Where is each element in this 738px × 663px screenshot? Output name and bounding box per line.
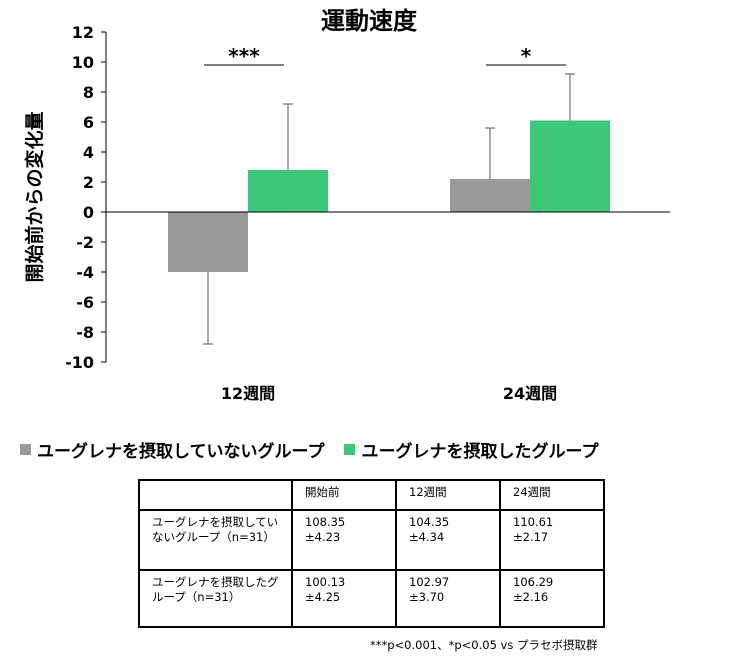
table-header-cell: 24週間 (499, 479, 605, 511)
bar (168, 212, 248, 272)
table-cell: 102.97 ±3.70 (395, 569, 501, 628)
cell-sd: ±4.25 (305, 590, 341, 604)
table-cell: 104.35 ±4.34 (395, 509, 501, 571)
y-tick-label: -8 (76, 323, 94, 342)
y-tick-label: 12 (72, 23, 94, 42)
data-table: 開始前 12週間 24週間 ユーグレナを摂取していないグループ（n=31） 10… (138, 479, 605, 628)
row-label: ユーグレナを摂取していないグループ（n=31） (138, 509, 293, 571)
table-header-cell (138, 479, 293, 511)
y-tick-label: -2 (76, 233, 94, 252)
y-tick-label: -6 (76, 293, 94, 312)
bar (450, 179, 530, 212)
cell-sd: ±4.34 (409, 530, 445, 544)
y-tick-label: -10 (65, 353, 94, 372)
legend-item-euglena: ユーグレナを摂取したグループ (344, 437, 598, 462)
legend-label: ユーグレナを摂取したグループ (361, 442, 599, 462)
table-cell: 106.29 ±2.16 (499, 569, 605, 628)
x-category-label: 12週間 (221, 384, 275, 403)
table-header-cell: 12週間 (395, 479, 501, 511)
table-header-cell: 開始前 (291, 479, 397, 511)
y-axis-label: 開始前からの変化量 (23, 111, 46, 282)
y-tick-label: 2 (83, 173, 94, 192)
table-row: ユーグレナを摂取していないグループ（n=31） 108.35 ±4.23 104.… (138, 509, 605, 571)
chart-title: 運動速度 (321, 7, 418, 35)
cell-sd: ±3.70 (409, 590, 445, 604)
table-cell: 100.13 ±4.25 (291, 569, 397, 628)
cell-mean: 106.29 (513, 575, 554, 589)
y-tick-label: -4 (76, 263, 94, 282)
cell-sd: ±2.17 (513, 530, 549, 544)
cell-mean: 100.13 (305, 575, 346, 589)
x-category-label: 24週間 (503, 384, 557, 403)
legend-label: ユーグレナを摂取していないグループ (37, 442, 325, 462)
cell-sd: ±4.23 (305, 530, 341, 544)
cell-mean: 108.35 (305, 515, 346, 529)
significance-label: * (521, 44, 532, 68)
y-tick-label: 6 (83, 113, 94, 132)
cell-sd: ±2.16 (513, 590, 549, 604)
footnote: ***p<0.001、*p<0.05 vs プラセボ摂取群 (370, 638, 598, 652)
bar (248, 170, 328, 212)
table-cell: 110.61 ±2.17 (499, 509, 605, 571)
cell-mean: 102.97 (409, 575, 450, 589)
significance-label: *** (228, 44, 260, 68)
y-tick-label: 10 (72, 53, 94, 72)
cell-mean: 104.35 (409, 515, 450, 529)
cell-mean: 110.61 (513, 515, 554, 529)
table-cell: 108.35 ±4.23 (291, 509, 397, 571)
legend-swatch-gray (20, 444, 31, 455)
legend: ユーグレナを摂取していないグループ ユーグレナを摂取したグループ (20, 437, 618, 462)
chart: 運動速度 12 10 8 6 4 2 0 -2 -4 -6 -8 -10 開始前からの変化量 12週間 24週… (23, 7, 670, 403)
y-tick-label: 0 (83, 203, 94, 222)
row-label: ユーグレナを摂取したグループ（n=31） (138, 569, 293, 628)
legend-item-no-euglena: ユーグレナを摂取していないグループ (20, 437, 324, 462)
table-row: ユーグレナを摂取したグループ（n=31） 100.13 ±4.25 102.97 ±… (138, 569, 605, 628)
y-tick-label: 4 (83, 143, 94, 162)
legend-swatch-green (344, 444, 356, 455)
bar (530, 120, 610, 212)
table-header-row: 開始前 12週間 24週間 (138, 479, 605, 511)
y-tick-label: 8 (83, 83, 94, 102)
